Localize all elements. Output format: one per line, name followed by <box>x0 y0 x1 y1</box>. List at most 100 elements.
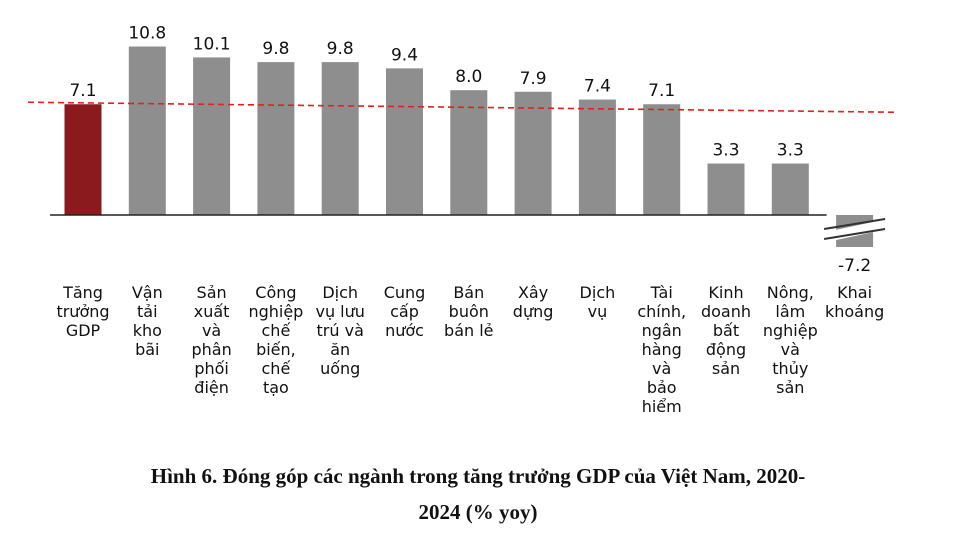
category-label-line: và <box>781 340 800 359</box>
bar-8 <box>578 99 616 215</box>
category-label-line: ngân <box>642 321 682 340</box>
bar-9 <box>643 104 681 215</box>
bar-4 <box>321 62 359 216</box>
category-label-line: vụ lưu <box>315 302 364 321</box>
bar-5 <box>386 68 423 215</box>
category-label-line: thủy <box>772 359 808 378</box>
value-label-10: 3.3 <box>712 141 739 161</box>
category-label-line: bãi <box>135 340 159 359</box>
bar-11 <box>771 163 809 215</box>
category-label-line: và <box>202 321 221 340</box>
category-label-line: biến, <box>256 340 296 359</box>
category-label-line: chế <box>262 321 291 340</box>
bar-3 <box>257 62 295 216</box>
category-label-line: vụ <box>588 302 608 321</box>
category-label-line: Cung <box>384 283 426 302</box>
value-label-4: 9.8 <box>327 39 354 59</box>
value-label-8: 7.4 <box>584 77 611 97</box>
category-label-line: chính, <box>637 302 686 321</box>
category-label-line: chế <box>262 359 291 378</box>
category-label-line: hàng <box>642 340 682 359</box>
category-label-line: tải <box>137 302 158 321</box>
category-label-line: Bán <box>453 283 484 302</box>
bar-7 <box>514 91 552 215</box>
category-label-line: Khai <box>837 283 872 302</box>
bar-0 <box>64 104 102 215</box>
category-label-line: nước <box>385 321 424 340</box>
category-label-4: Dịch vụ lưu trú và ăn uống <box>315 283 364 378</box>
category-label-3: Công nghiệp chế biến, chế tạo <box>248 283 303 397</box>
value-label-2: 10.1 <box>193 34 231 54</box>
category-label-line: Xây <box>518 283 548 302</box>
category-label-line: lâm <box>775 302 805 321</box>
category-label-line: nghiệp <box>248 302 303 321</box>
bar-chart: 7.1 10.8 10.1 9.8 9.8 9.4 8.0 7.9 7.4 7.1 3.3 3.3 -7… <box>27 24 897 416</box>
category-label-line: điện <box>194 378 229 397</box>
value-label-5: 9.4 <box>391 45 418 65</box>
category-label-line: dựng <box>513 302 554 321</box>
category-label-line: tạo <box>263 378 289 397</box>
bar-10 <box>707 163 745 215</box>
axis-break-line-1 <box>823 218 886 230</box>
caption-line-2: 2024 (% yoy) <box>418 500 538 524</box>
category-label-5: Cung cấp nước <box>384 283 426 340</box>
category-label-line: ăn <box>330 340 350 359</box>
category-label-line: Dịch <box>322 283 358 302</box>
category-label-line: Vận <box>132 283 163 302</box>
category-label-line: doanh <box>701 302 751 321</box>
value-label-0: 7.1 <box>69 81 96 101</box>
category-label-line: sản <box>776 378 804 397</box>
category-label-line: Tăng <box>62 283 103 302</box>
category-label-line: trú và <box>317 321 364 340</box>
category-label-line: uống <box>320 359 360 378</box>
category-label-11: Nông, lâm nghiệp và thủy sản <box>763 283 818 397</box>
category-label-line: Công <box>255 283 296 302</box>
category-label-9: Tài chính, ngân hàng và bảo hiểm <box>637 283 686 416</box>
figure-caption: Hình 6. Đóng góp các ngành trong tăng tr… <box>0 458 956 530</box>
value-label-3: 9.8 <box>262 39 289 59</box>
category-label-7: Xây dựng <box>513 283 554 321</box>
value-label-12: -7.2 <box>838 256 871 276</box>
category-label-6: Bán buôn bán lẻ <box>444 283 493 340</box>
bar-6 <box>450 90 488 215</box>
category-label-8: Dịch vụ <box>580 283 616 321</box>
category-label-1: Vận tải kho bãi <box>132 283 163 359</box>
value-label-6: 8.0 <box>455 67 482 87</box>
value-label-7: 7.9 <box>520 69 547 89</box>
category-label-2: Sản xuất và phân phối điện <box>191 283 231 397</box>
category-label-line: bán lẻ <box>444 321 493 340</box>
category-label-line: trưởng <box>56 302 109 321</box>
category-label-line: buôn <box>449 302 489 321</box>
category-label-line: hiểm <box>642 397 682 416</box>
category-label-line: bảo <box>647 378 677 397</box>
chart-area: 7.1 10.8 10.1 9.8 9.8 9.4 8.0 7.9 7.4 7.1 3.3 3.3 -7… <box>27 24 897 416</box>
value-label-11: 3.3 <box>777 141 804 161</box>
category-label-line: GDP <box>66 321 101 340</box>
category-label-line: Sản <box>197 283 227 302</box>
category-label-0: Tăng trưởng GDP <box>56 283 109 340</box>
category-label-line: Dịch <box>580 283 616 302</box>
category-label-line: nghiệp <box>763 321 818 340</box>
category-label-line: Tài <box>650 283 673 302</box>
category-label-line: Nông, <box>767 283 814 302</box>
category-label-line: bất <box>713 321 739 340</box>
caption-line-1: Hình 6. Đóng góp các ngành trong tăng tr… <box>150 464 806 488</box>
category-label-line: và <box>652 359 671 378</box>
reference-line <box>27 101 897 114</box>
axis-break-line-2 <box>823 228 886 240</box>
category-label-line: xuất <box>194 302 230 321</box>
bar-1 <box>128 46 166 215</box>
category-label-line: phân <box>191 340 231 359</box>
category-label-line: phối <box>194 359 229 378</box>
category-label-line: Kinh <box>708 283 743 302</box>
value-label-9: 7.1 <box>648 81 675 101</box>
category-label-line: cấp <box>390 302 419 321</box>
bar-2 <box>193 57 231 215</box>
category-label-10: Kinh doanh bất động sản <box>701 283 751 378</box>
category-label-line: động <box>706 340 746 359</box>
category-label-line: sản <box>712 359 740 378</box>
category-label-line: kho <box>133 321 162 340</box>
value-label-1: 10.8 <box>128 24 166 44</box>
category-label-line: khoáng <box>825 302 884 321</box>
category-label-12: Khai khoáng <box>825 283 884 321</box>
